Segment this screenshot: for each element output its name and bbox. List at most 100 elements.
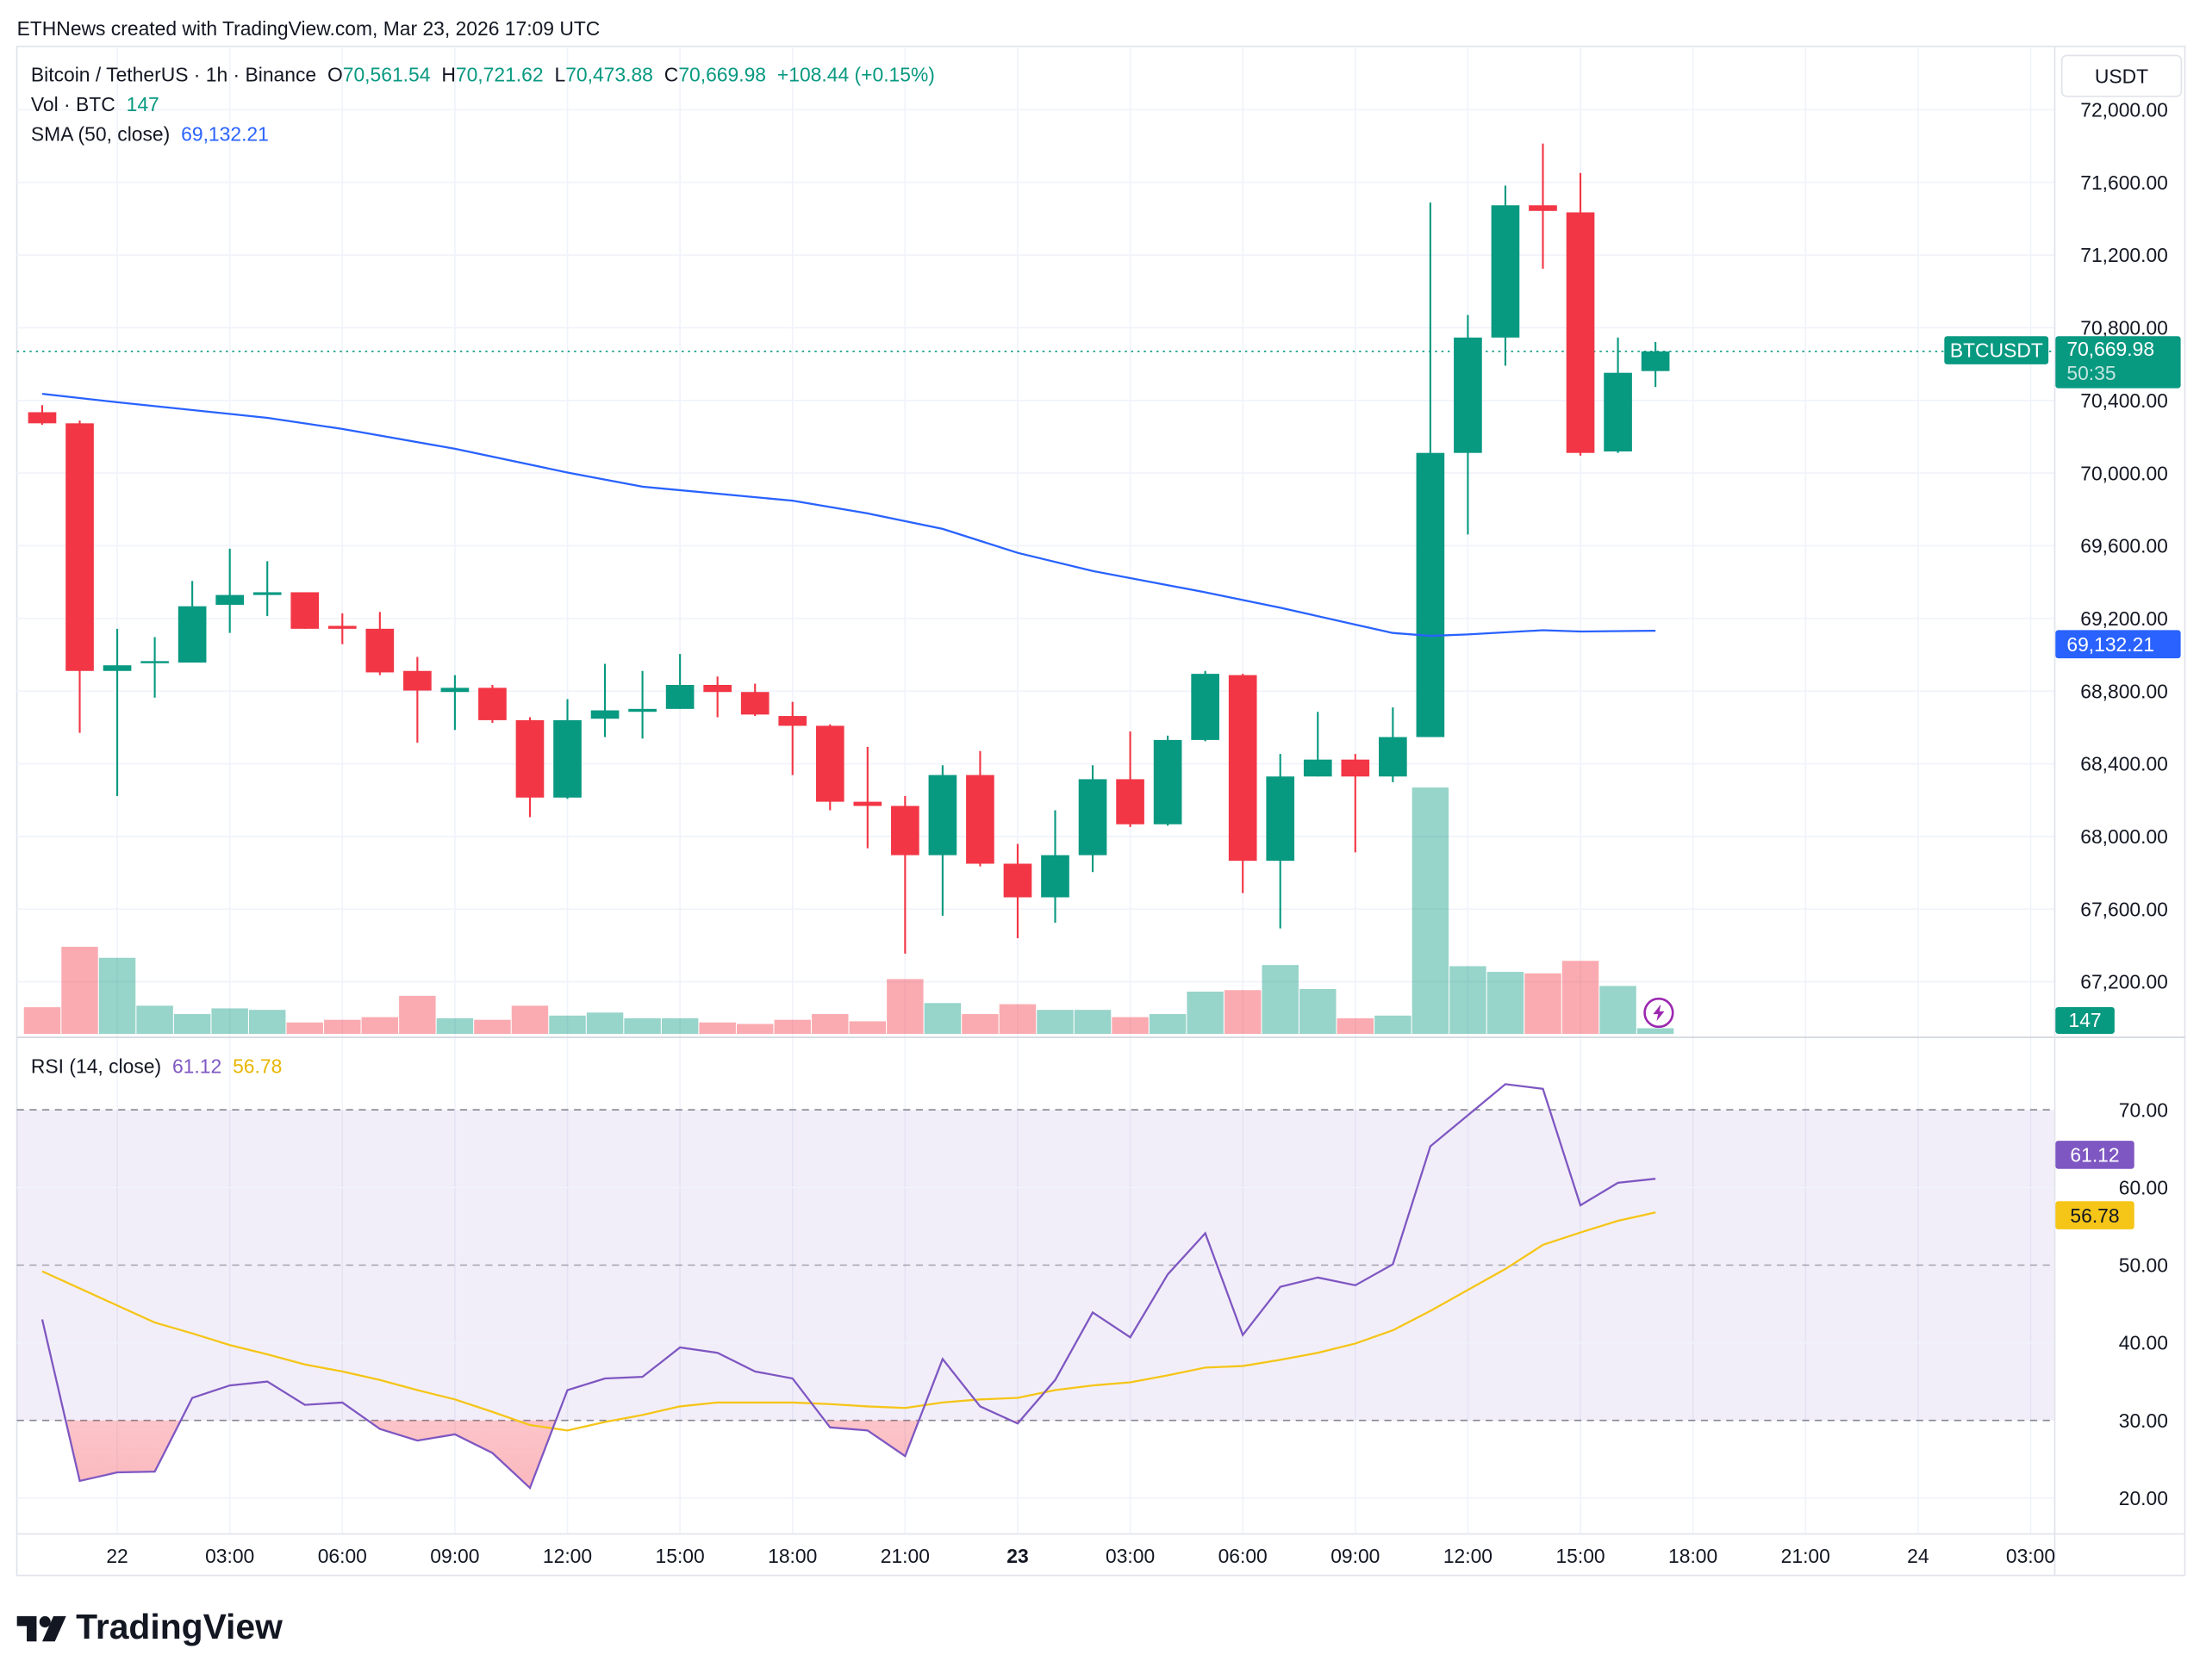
- volume-bar: [1561, 961, 1599, 1034]
- legend-volume: Vol · BTC 147: [31, 93, 165, 115]
- tradingview-logo[interactable]: TradingView: [16, 1608, 283, 1648]
- price-tick-label: 68,400.00: [2080, 753, 2168, 775]
- sma-line: [41, 393, 1656, 638]
- open-value: 70,561.54: [342, 63, 431, 86]
- time-tick-label: 21:00: [881, 1545, 930, 1567]
- time-tick-label: 06:00: [1218, 1545, 1268, 1567]
- volume-bar: [1224, 990, 1262, 1034]
- high-value: 70,721.62: [455, 63, 544, 86]
- volume-bar: [999, 1004, 1037, 1034]
- volume-bar: [136, 1005, 173, 1034]
- chart-frame: [16, 46, 2186, 1577]
- volume-bar: [1374, 1015, 1411, 1034]
- volume-bar: [211, 1008, 248, 1034]
- time-tick-label: 03:00: [205, 1545, 254, 1567]
- candle-body: [703, 684, 732, 693]
- price-tick-label: 71,600.00: [2080, 171, 2168, 194]
- candle-body: [327, 625, 357, 629]
- volume-bar: [586, 1012, 624, 1034]
- rsi-tick-label: 70.00: [2119, 1098, 2168, 1121]
- candle-body: [966, 775, 994, 864]
- volume-bar: [1299, 988, 1337, 1034]
- candle-body: [1491, 205, 1520, 338]
- volume-bar: [474, 1019, 511, 1034]
- time-tick-label: 09:00: [1330, 1545, 1380, 1567]
- volume-bar: [1074, 1010, 1112, 1034]
- volume-bar: [248, 1010, 286, 1034]
- volume-bar: [1599, 986, 1636, 1034]
- volume-bar: [736, 1024, 774, 1034]
- candle-body: [178, 606, 207, 663]
- candle-body: [365, 628, 395, 673]
- volume-bar: [173, 1014, 211, 1034]
- volume-bar: [23, 1007, 61, 1034]
- volume-bar: [1486, 972, 1524, 1034]
- candle-body: [1604, 372, 1632, 452]
- time-tick-label: 12:00: [543, 1545, 592, 1567]
- logo-text: TradingView: [76, 1608, 283, 1647]
- low-value: 70,473.88: [565, 63, 653, 86]
- price-tick-label: 70,800.00: [2080, 317, 2168, 339]
- candle-body: [215, 594, 244, 606]
- sma-label[interactable]: SMA (50, close): [30, 122, 171, 146]
- price-tick-label: 67,200.00: [2080, 971, 2168, 993]
- tradingview-logo-icon: [16, 1615, 66, 1641]
- volume-bar: [98, 957, 136, 1034]
- volume-bar: [61, 946, 98, 1034]
- volume-value: 147: [126, 92, 159, 115]
- close-value: 70,669.98: [678, 63, 767, 86]
- candle-body: [628, 708, 657, 712]
- rsi-tick-label: 60.00: [2119, 1176, 2168, 1198]
- time-tick-label: 24: [1907, 1545, 1929, 1567]
- last-price: 70,669.98: [2066, 337, 2155, 360]
- rsi-ma-line: [41, 1211, 1656, 1432]
- candle-body: [1566, 212, 1595, 453]
- candle-body: [28, 412, 57, 424]
- volume-bar: [849, 1021, 887, 1034]
- volume-bar: [436, 1017, 474, 1034]
- close-label: C: [664, 63, 679, 86]
- rsi-value: 61.12: [171, 1055, 222, 1078]
- candle-body: [1341, 759, 1370, 777]
- price-tick-label: 69,200.00: [2080, 607, 2168, 630]
- volume-bar: [1112, 1017, 1149, 1034]
- candle-body: [553, 719, 582, 798]
- lightning-icon[interactable]: [1643, 997, 1674, 1029]
- change-value: +108.44 (+0.15%): [776, 63, 935, 86]
- candle-body: [590, 710, 620, 719]
- rsi-tick-label: 30.00: [2119, 1409, 2168, 1432]
- rsi-tick-label: 50.00: [2119, 1254, 2168, 1277]
- time-tick-label: 06:00: [318, 1545, 367, 1567]
- time-tick-label: 12:00: [1443, 1545, 1492, 1567]
- time-tick-label: 23: [1006, 1545, 1028, 1567]
- candle-body: [403, 670, 432, 691]
- candle-body: [815, 725, 844, 802]
- time-tick-label: 18:00: [1668, 1545, 1717, 1567]
- volume-bar: [1636, 1028, 1674, 1034]
- candle-body: [103, 665, 132, 671]
- time-tick-label: 03:00: [1106, 1545, 1155, 1567]
- currency-button[interactable]: USDT: [2060, 54, 2183, 97]
- symbol-title[interactable]: Bitcoin / TetherUS · 1h · Binance: [30, 63, 317, 86]
- volume-bar: [661, 1017, 699, 1034]
- candle-body: [1003, 863, 1032, 898]
- candle-body: [778, 716, 807, 726]
- volume-bar: [887, 979, 924, 1034]
- price-tick-label: 70,400.00: [2080, 389, 2168, 412]
- candle-body: [515, 719, 545, 798]
- candle-body: [1266, 776, 1295, 862]
- rsi-label[interactable]: RSI (14, close): [30, 1055, 162, 1078]
- volume-bar: [549, 1015, 586, 1034]
- volume-label[interactable]: Vol · BTC: [30, 92, 115, 115]
- open-label: O: [327, 63, 343, 86]
- volume-bar: [962, 1014, 999, 1034]
- price-tick-label: 72,000.00: [2080, 99, 2168, 121]
- candles: [28, 143, 1670, 954]
- candle-body: [665, 684, 695, 709]
- sma-line-group: [41, 393, 1656, 638]
- volume-bar: [1337, 1017, 1374, 1034]
- rsi-lines: [41, 1083, 1656, 1490]
- candle-body: [740, 692, 770, 715]
- candle-body: [1454, 337, 1482, 453]
